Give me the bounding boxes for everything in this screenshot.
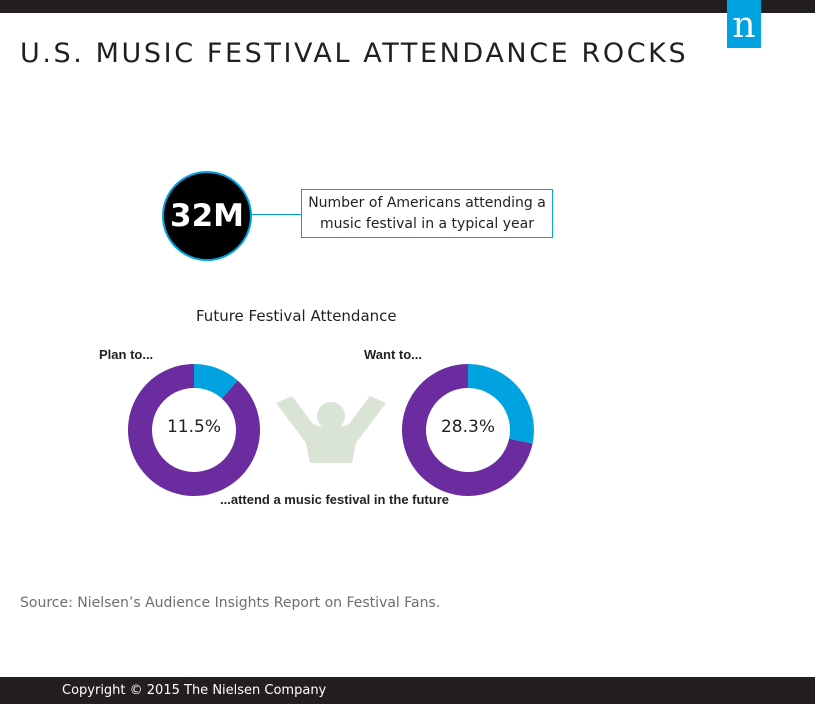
stat-value-circle: 32M: [162, 171, 252, 261]
chart-title: Future Festival Attendance: [196, 307, 397, 325]
donut-want-value-label: 28.3%: [441, 417, 495, 437]
figure-head: [317, 402, 345, 430]
stat-description-box: Number of Americans attending a music fe…: [301, 189, 553, 238]
donut-plan: 11.5%: [127, 364, 260, 496]
footer-bar: [0, 677, 815, 704]
donut-want-value-slice: [468, 364, 535, 444]
donut-label-want: Want to...: [364, 347, 423, 362]
donut-want-remainder-slice: [402, 364, 533, 497]
donut-plan-value-slice: [194, 364, 238, 399]
donut-plan-remainder-slice: [127, 364, 260, 496]
donut-want: 28.3%: [402, 364, 535, 497]
source-note: Source: Nielsen’s Audience Insights Repo…: [20, 595, 441, 611]
person-arms-raised-icon: [276, 396, 386, 463]
stat-description-line-2: music festival in a typical year: [320, 216, 534, 232]
stat-description-line-1: Number of Americans attending a: [308, 195, 546, 211]
copyright-text: Copyright © 2015 The Nielsen Company: [62, 683, 327, 698]
figure-body: [276, 396, 386, 463]
top-bar: [0, 0, 815, 13]
nielsen-logo: n: [727, 0, 761, 48]
chart-annotation: ...attend a music festival in the future: [220, 492, 449, 507]
page-title: U.S. MUSIC FESTIVAL ATTENDANCE ROCKS: [20, 38, 689, 69]
donut-plan-value-label: 11.5%: [167, 417, 221, 437]
donut-label-plan: Plan to...: [99, 347, 154, 362]
stat-connector-line: [250, 214, 302, 215]
